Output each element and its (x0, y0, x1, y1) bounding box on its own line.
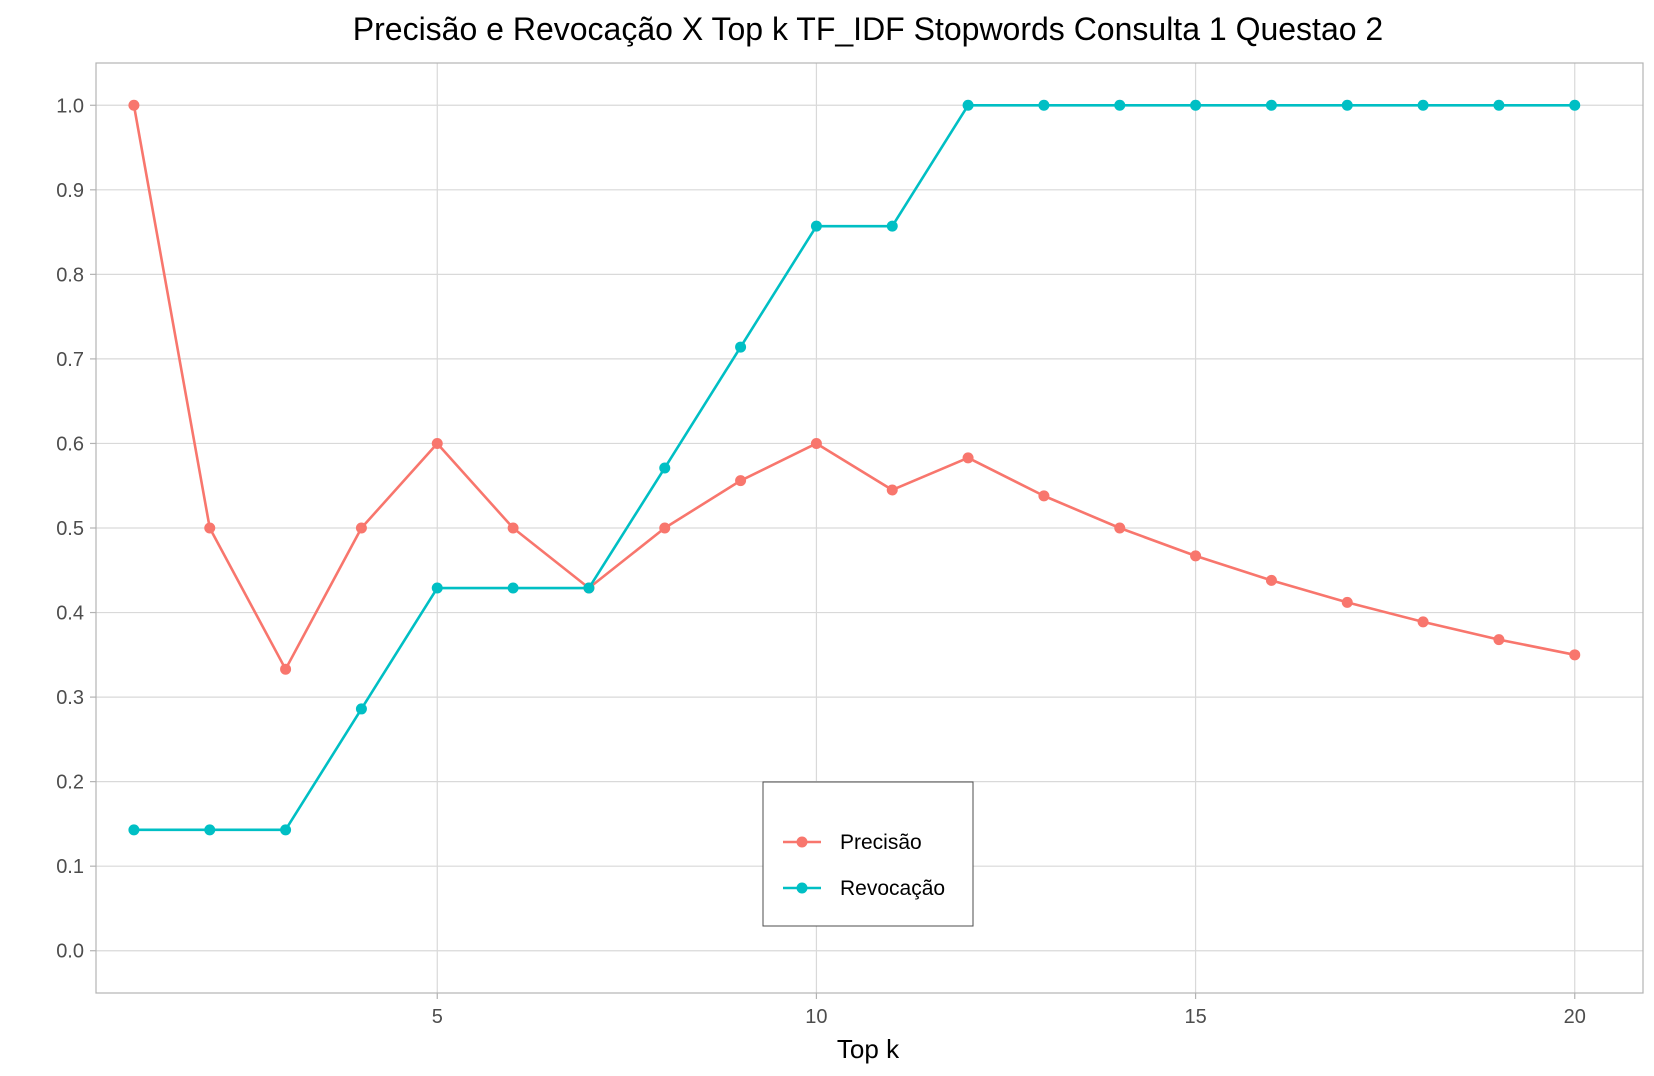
data-point (1114, 99, 1126, 111)
chart-title: Precisão e Revocação X Top k TF_IDF Stop… (353, 11, 1383, 47)
data-point (1190, 99, 1202, 111)
x-tick-label: 5 (432, 1006, 443, 1028)
x-axis-title: Top k (837, 1034, 900, 1064)
data-point (355, 522, 367, 534)
data-point (886, 220, 898, 232)
data-point (735, 341, 747, 353)
data-point (204, 824, 216, 836)
series-line (133, 103, 1575, 832)
data-point (355, 703, 367, 715)
data-point (735, 475, 747, 487)
data-point (431, 437, 443, 449)
y-tick-label: 0.8 (56, 264, 84, 286)
y-tick-label: 0.5 (56, 518, 84, 540)
legend-box (762, 781, 974, 927)
data-point (507, 582, 519, 594)
data-point (962, 452, 974, 464)
data-point (128, 824, 140, 836)
data-point (1569, 649, 1581, 661)
y-tick-label: 0.6 (56, 433, 84, 455)
legend-label: Revocação (840, 877, 945, 900)
data-point (1341, 99, 1353, 111)
data-point (1190, 550, 1202, 562)
data-point (1417, 616, 1429, 628)
data-point (1265, 574, 1277, 586)
data-point (1038, 490, 1050, 502)
legend-key-point (796, 882, 808, 894)
data-point (886, 484, 898, 496)
data-point (507, 522, 519, 534)
data-point (280, 824, 292, 836)
data-point (810, 220, 822, 232)
data-point (659, 522, 671, 534)
data-point (1493, 99, 1505, 111)
data-point (1341, 596, 1353, 608)
x-tick-label: 20 (1564, 1006, 1586, 1028)
data-point (431, 582, 443, 594)
y-tick-label: 0.1 (56, 856, 84, 878)
legend: Precisão Revocação (762, 781, 974, 927)
series-layer (128, 99, 1581, 836)
data-point (810, 437, 822, 449)
y-tick-label: 1.0 (56, 95, 84, 117)
legend-item: Revocação (783, 877, 945, 900)
y-tick-label: 0.2 (56, 772, 84, 794)
legend-label: Precisão (840, 831, 922, 854)
data-point (583, 582, 595, 594)
data-point (962, 99, 974, 111)
legend-key-point (796, 836, 808, 848)
data-point (1493, 634, 1505, 646)
data-point (1417, 99, 1429, 111)
y-tick-label: 0.0 (56, 941, 84, 963)
axes: 0.0 0.1 0.2 0.3 0.4 0.5 0.6 0.7 0.8 0.9 1.0 5 10 15 20 (56, 95, 1586, 1028)
data-point (1114, 522, 1126, 534)
data-point (204, 522, 216, 534)
series-revocacao (128, 99, 1581, 836)
y-tick-label: 0.9 (56, 180, 84, 202)
data-point (1038, 99, 1050, 111)
data-point (1265, 99, 1277, 111)
series-precisao (128, 99, 1581, 675)
y-tick-label: 0.3 (56, 687, 84, 709)
data-point (659, 462, 671, 474)
data-point (128, 99, 140, 111)
y-tick-label: 0.4 (56, 603, 84, 625)
x-tick-label: 10 (805, 1006, 827, 1028)
series-line (132, 105, 1576, 671)
y-tick-label: 0.7 (56, 349, 84, 371)
x-tick-label: 15 (1184, 1006, 1206, 1028)
data-point (1569, 99, 1581, 111)
legend-item: Precisão (783, 831, 922, 854)
data-point (280, 663, 292, 675)
